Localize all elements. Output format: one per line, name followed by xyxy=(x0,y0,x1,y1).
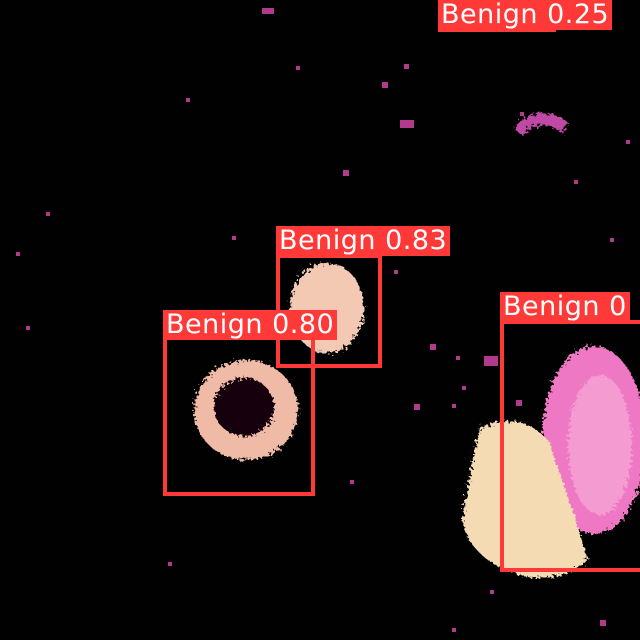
detection-label-benign-083: Benign 0.83 xyxy=(276,226,450,256)
detection-box-benign-partial xyxy=(500,320,640,572)
detection-box-benign-080 xyxy=(163,334,315,496)
detection-label-benign-080: Benign 0.80 xyxy=(163,310,337,340)
detection-label-benign-partial: Benign 0 xyxy=(500,292,630,322)
detection-label-benign-025: Benign 0.25 xyxy=(438,0,612,30)
pink-arc-cell xyxy=(518,119,565,132)
